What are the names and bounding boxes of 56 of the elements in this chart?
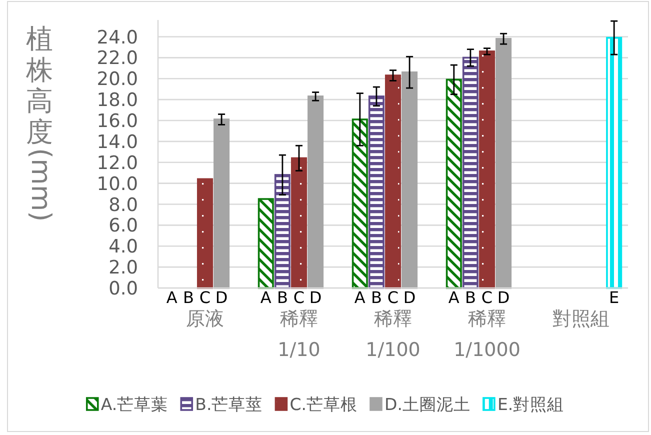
y-tick-label: 20.0 bbox=[96, 69, 138, 90]
x-tick-label: 原液 bbox=[186, 308, 224, 330]
bar bbox=[290, 157, 308, 289]
y-tick-label: 18.0 bbox=[96, 90, 138, 112]
bar bbox=[446, 78, 462, 289]
annotation: D bbox=[215, 288, 228, 307]
bar bbox=[308, 96, 324, 289]
y-axis-title: 植株高度(mm) bbox=[25, 24, 56, 222]
legend-label: A.芒草葉 bbox=[100, 395, 168, 414]
bar bbox=[352, 118, 368, 289]
annotation: C bbox=[293, 288, 305, 307]
bar bbox=[214, 118, 230, 289]
bar bbox=[384, 74, 402, 289]
y-tick-label: 10.0 bbox=[96, 174, 138, 195]
y-tick-label: 22.0 bbox=[96, 48, 138, 70]
x-tick-label: 稀釋 1/10 bbox=[278, 308, 320, 361]
annotation: D bbox=[403, 288, 416, 307]
annotation: C bbox=[199, 288, 211, 307]
annotation: A bbox=[260, 288, 272, 307]
x-tick-label: 對照組 bbox=[552, 308, 610, 330]
annotation: B bbox=[370, 288, 382, 307]
annotation: D bbox=[497, 288, 510, 307]
bar bbox=[496, 38, 512, 289]
bar bbox=[196, 178, 214, 289]
y-tick-label: 12.0 bbox=[96, 152, 138, 174]
bar bbox=[274, 174, 290, 289]
annotation: B bbox=[276, 288, 288, 307]
y-tick-label: 14.0 bbox=[96, 132, 138, 153]
y-tick-label: 16.0 bbox=[96, 111, 138, 132]
y-tick-label: 2.0 bbox=[108, 258, 138, 279]
x-tick-label: 稀釋 1/100 bbox=[366, 308, 420, 361]
y-tick-label: 6.0 bbox=[108, 216, 138, 237]
annotation: C bbox=[481, 288, 493, 307]
annotation: B bbox=[464, 288, 476, 307]
annotation: A bbox=[354, 288, 366, 307]
bar bbox=[462, 56, 478, 289]
y-tick-label: 24.0 bbox=[96, 27, 138, 48]
legend-label: B.芒草莖 bbox=[195, 395, 263, 414]
bar bbox=[368, 96, 384, 289]
annotation: A bbox=[166, 288, 178, 307]
bar bbox=[478, 50, 496, 289]
y-tick-label: 0.0 bbox=[108, 278, 138, 300]
annotation: C bbox=[387, 288, 399, 307]
annotation: B bbox=[182, 288, 194, 307]
annotation: D bbox=[309, 288, 322, 307]
legend-label: D.土圈泥土 bbox=[384, 395, 470, 414]
bar bbox=[402, 71, 418, 289]
y-tick-label: 8.0 bbox=[108, 194, 138, 216]
y-tick-label: 4.0 bbox=[108, 236, 138, 258]
legend-label: E.對照組 bbox=[497, 395, 564, 414]
annotation: E bbox=[609, 288, 620, 307]
x-tick-label: 稀釋 1/1000 bbox=[454, 308, 520, 361]
legend-label: C.芒草根 bbox=[290, 395, 358, 414]
annotation: A bbox=[448, 288, 460, 307]
bar bbox=[606, 36, 622, 289]
bar bbox=[258, 198, 274, 289]
